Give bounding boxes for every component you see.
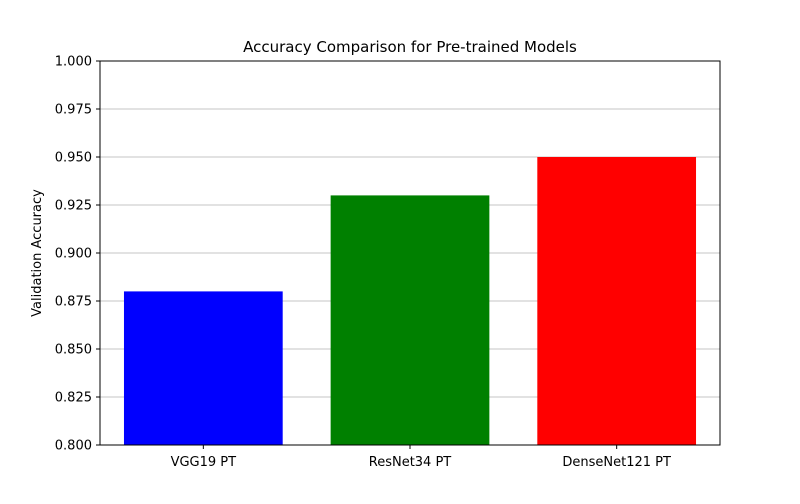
bar-densenet121-pt bbox=[537, 157, 697, 445]
bar-resnet34-pt bbox=[330, 195, 490, 445]
x-tick-label: ResNet34 PT bbox=[369, 455, 452, 470]
y-tick-label: 0.800 bbox=[55, 439, 92, 454]
y-axis-ticks: 0.800 0.825 0.850 0.875 0.900 0.925 0.950 0.975… bbox=[55, 55, 100, 454]
y-tick-label: 1.000 bbox=[55, 55, 92, 70]
bars bbox=[123, 157, 697, 445]
y-tick-label: 0.950 bbox=[55, 151, 92, 166]
x-tick-label: DenseNet121 PT bbox=[562, 455, 671, 470]
bar-vgg19-pt bbox=[123, 291, 283, 445]
y-tick-label: 0.925 bbox=[55, 199, 92, 214]
y-tick-label: 0.900 bbox=[55, 247, 92, 262]
x-axis-ticks: VGG19 PT ResNet34 PT DenseNet121 PT bbox=[171, 445, 671, 470]
y-axis-label: Validation Accuracy bbox=[30, 189, 45, 317]
y-tick-label: 0.825 bbox=[55, 391, 92, 406]
y-tick-label: 0.850 bbox=[55, 343, 92, 358]
y-tick-label: 0.875 bbox=[55, 295, 92, 310]
y-tick-label: 0.975 bbox=[55, 103, 92, 118]
x-tick-label: VGG19 PT bbox=[171, 455, 237, 470]
chart-title: Accuracy Comparison for Pre-trained Mode… bbox=[243, 38, 577, 56]
